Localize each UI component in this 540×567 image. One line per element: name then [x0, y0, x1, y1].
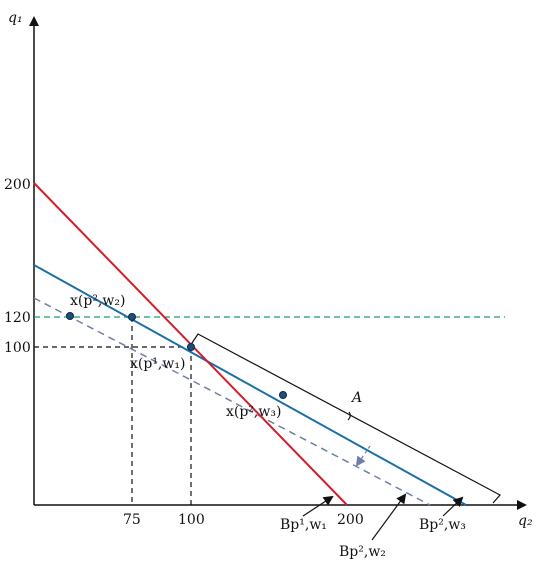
bracket-A-tick — [347, 411, 351, 421]
x-tick-75: 75 — [123, 512, 141, 528]
budget-line-p2-w3 — [33, 264, 467, 506]
y-tick-100: 100 — [4, 340, 31, 356]
point-x-p1-w1 — [187, 343, 195, 351]
label-B-p2-w2: Bp²,w₂ — [339, 544, 386, 560]
budget-line-p2-w2 — [33, 297, 431, 506]
arrow-B-p2-w2 — [371, 493, 407, 541]
x-axis-label: q₂ — [518, 513, 533, 529]
label-x-p1-w1: x(p¹,w₁) — [130, 356, 185, 372]
shift-arrow — [355, 445, 371, 467]
label-x-p2-w2: x(p²,w₂) — [70, 293, 125, 309]
label-x-p2-w3: x(p²,w₃) — [226, 404, 281, 420]
bracket-A — [189, 333, 501, 504]
y-tick-120: 120 — [4, 310, 31, 326]
label-A: A — [350, 390, 362, 406]
x-tick-200: 200 — [337, 512, 364, 528]
label-B-p2-w3: Bp²,w₃ — [419, 517, 466, 533]
arrow-B-p1-w1 — [302, 495, 334, 517]
y-tick-200: 200 — [4, 177, 31, 193]
arrow-B-p2-w3 — [442, 496, 464, 517]
point-x-p2-w2 — [128, 313, 136, 321]
x-tick-100: 100 — [178, 512, 205, 528]
y-axis-label: q₁ — [8, 10, 23, 26]
label-B-p1-w1: Bp¹,w₁ — [280, 517, 327, 533]
point-x-p2-w3 — [279, 391, 287, 399]
point-left-w2 — [66, 312, 74, 320]
